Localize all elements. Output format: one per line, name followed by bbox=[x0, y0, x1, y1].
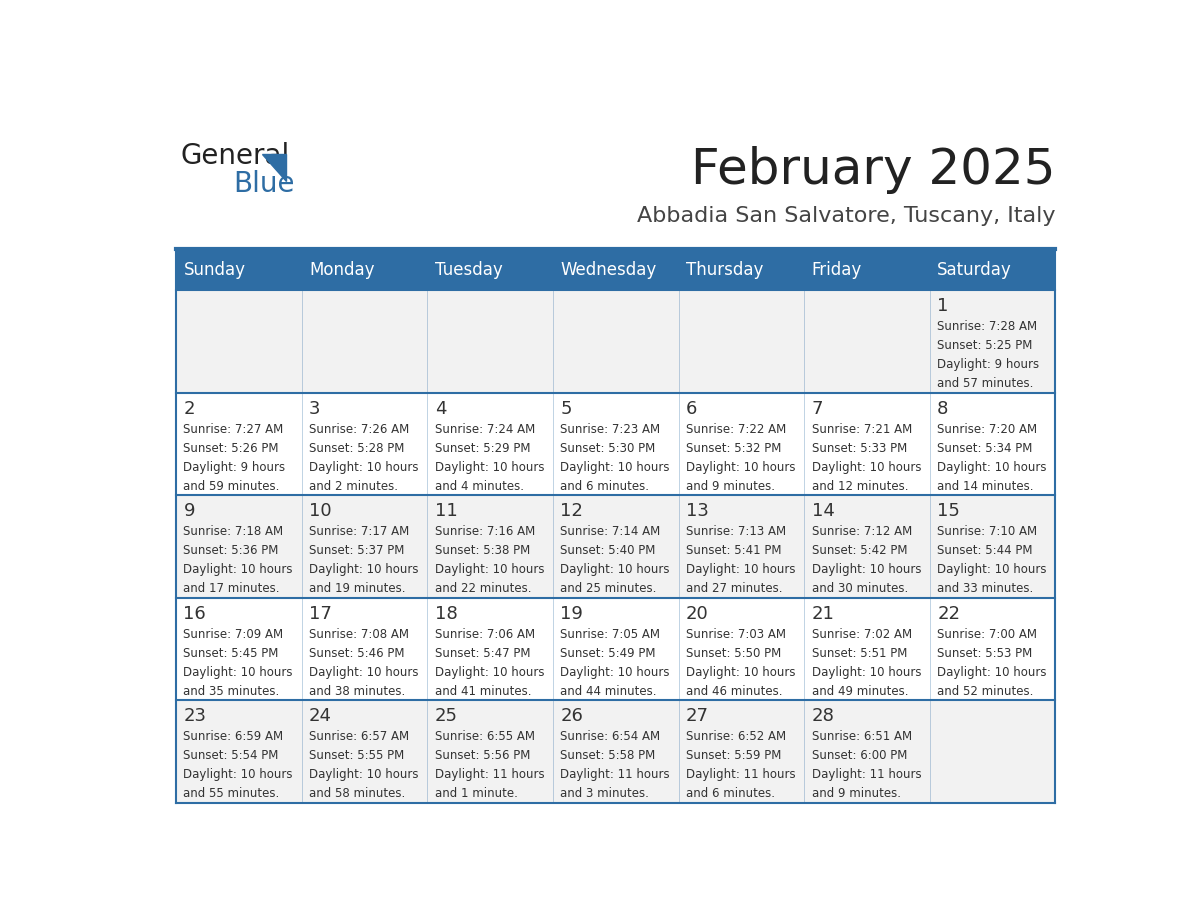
Text: Sunrise: 7:20 AM
Sunset: 5:34 PM
Daylight: 10 hours
and 14 minutes.: Sunrise: 7:20 AM Sunset: 5:34 PM Dayligh… bbox=[937, 422, 1047, 493]
Text: Sunrise: 7:17 AM
Sunset: 5:37 PM
Daylight: 10 hours
and 19 minutes.: Sunrise: 7:17 AM Sunset: 5:37 PM Dayligh… bbox=[309, 525, 418, 595]
Bar bbox=[302, 250, 428, 290]
Text: Blue: Blue bbox=[233, 170, 295, 198]
Text: 6: 6 bbox=[685, 400, 697, 418]
Bar bbox=[428, 250, 552, 290]
Text: 21: 21 bbox=[811, 605, 834, 623]
Text: Sunrise: 7:03 AM
Sunset: 5:50 PM
Daylight: 10 hours
and 46 minutes.: Sunrise: 7:03 AM Sunset: 5:50 PM Dayligh… bbox=[685, 628, 796, 698]
Text: Sunrise: 6:51 AM
Sunset: 6:00 PM
Daylight: 11 hours
and 9 minutes.: Sunrise: 6:51 AM Sunset: 6:00 PM Dayligh… bbox=[811, 730, 921, 800]
Text: 16: 16 bbox=[183, 605, 207, 623]
Text: 9: 9 bbox=[183, 502, 195, 521]
Text: 19: 19 bbox=[561, 605, 583, 623]
Text: 27: 27 bbox=[685, 708, 709, 725]
Bar bbox=[176, 700, 1055, 803]
Text: 12: 12 bbox=[561, 502, 583, 521]
Text: Sunrise: 7:26 AM
Sunset: 5:28 PM
Daylight: 10 hours
and 2 minutes.: Sunrise: 7:26 AM Sunset: 5:28 PM Dayligh… bbox=[309, 422, 418, 493]
Text: Sunrise: 6:59 AM
Sunset: 5:54 PM
Daylight: 10 hours
and 55 minutes.: Sunrise: 6:59 AM Sunset: 5:54 PM Dayligh… bbox=[183, 730, 293, 800]
Text: Sunrise: 7:12 AM
Sunset: 5:42 PM
Daylight: 10 hours
and 30 minutes.: Sunrise: 7:12 AM Sunset: 5:42 PM Dayligh… bbox=[811, 525, 921, 595]
Text: 24: 24 bbox=[309, 708, 333, 725]
Bar bbox=[552, 250, 678, 290]
Text: Sunrise: 7:13 AM
Sunset: 5:41 PM
Daylight: 10 hours
and 27 minutes.: Sunrise: 7:13 AM Sunset: 5:41 PM Dayligh… bbox=[685, 525, 796, 595]
Text: 23: 23 bbox=[183, 708, 207, 725]
Text: 5: 5 bbox=[561, 400, 571, 418]
Text: Sunrise: 7:16 AM
Sunset: 5:38 PM
Daylight: 10 hours
and 22 minutes.: Sunrise: 7:16 AM Sunset: 5:38 PM Dayligh… bbox=[435, 525, 544, 595]
Text: 2: 2 bbox=[183, 400, 195, 418]
Text: Monday: Monday bbox=[309, 261, 374, 279]
Text: 28: 28 bbox=[811, 708, 834, 725]
Text: Sunrise: 6:52 AM
Sunset: 5:59 PM
Daylight: 11 hours
and 6 minutes.: Sunrise: 6:52 AM Sunset: 5:59 PM Dayligh… bbox=[685, 730, 796, 800]
Text: 26: 26 bbox=[561, 708, 583, 725]
Bar bbox=[176, 496, 1055, 598]
Text: 22: 22 bbox=[937, 605, 960, 623]
Text: 14: 14 bbox=[811, 502, 834, 521]
Text: Sunrise: 7:14 AM
Sunset: 5:40 PM
Daylight: 10 hours
and 25 minutes.: Sunrise: 7:14 AM Sunset: 5:40 PM Dayligh… bbox=[561, 525, 670, 595]
Text: 1: 1 bbox=[937, 297, 948, 316]
Text: Sunrise: 7:09 AM
Sunset: 5:45 PM
Daylight: 10 hours
and 35 minutes.: Sunrise: 7:09 AM Sunset: 5:45 PM Dayligh… bbox=[183, 628, 293, 698]
Text: 10: 10 bbox=[309, 502, 331, 521]
Text: 20: 20 bbox=[685, 605, 709, 623]
Bar bbox=[678, 250, 804, 290]
Bar bbox=[804, 250, 930, 290]
Text: Sunrise: 7:23 AM
Sunset: 5:30 PM
Daylight: 10 hours
and 6 minutes.: Sunrise: 7:23 AM Sunset: 5:30 PM Dayligh… bbox=[561, 422, 670, 493]
Bar bbox=[176, 250, 302, 290]
Text: 7: 7 bbox=[811, 400, 823, 418]
Text: Sunrise: 6:54 AM
Sunset: 5:58 PM
Daylight: 11 hours
and 3 minutes.: Sunrise: 6:54 AM Sunset: 5:58 PM Dayligh… bbox=[561, 730, 670, 800]
Text: Abbadia San Salvatore, Tuscany, Italy: Abbadia San Salvatore, Tuscany, Italy bbox=[637, 206, 1055, 226]
Text: Sunrise: 7:02 AM
Sunset: 5:51 PM
Daylight: 10 hours
and 49 minutes.: Sunrise: 7:02 AM Sunset: 5:51 PM Dayligh… bbox=[811, 628, 921, 698]
Text: Sunrise: 7:10 AM
Sunset: 5:44 PM
Daylight: 10 hours
and 33 minutes.: Sunrise: 7:10 AM Sunset: 5:44 PM Dayligh… bbox=[937, 525, 1047, 595]
Bar bbox=[176, 393, 1055, 496]
Text: 13: 13 bbox=[685, 502, 709, 521]
Text: Sunrise: 7:18 AM
Sunset: 5:36 PM
Daylight: 10 hours
and 17 minutes.: Sunrise: 7:18 AM Sunset: 5:36 PM Dayligh… bbox=[183, 525, 293, 595]
Bar bbox=[176, 598, 1055, 700]
Text: 4: 4 bbox=[435, 400, 447, 418]
Text: Sunrise: 7:24 AM
Sunset: 5:29 PM
Daylight: 10 hours
and 4 minutes.: Sunrise: 7:24 AM Sunset: 5:29 PM Dayligh… bbox=[435, 422, 544, 493]
Text: 25: 25 bbox=[435, 708, 457, 725]
Text: Sunrise: 7:27 AM
Sunset: 5:26 PM
Daylight: 9 hours
and 59 minutes.: Sunrise: 7:27 AM Sunset: 5:26 PM Dayligh… bbox=[183, 422, 285, 493]
Text: February 2025: February 2025 bbox=[691, 145, 1055, 194]
Polygon shape bbox=[261, 154, 285, 181]
Text: 8: 8 bbox=[937, 400, 948, 418]
Text: Wednesday: Wednesday bbox=[561, 261, 657, 279]
Text: 3: 3 bbox=[309, 400, 321, 418]
Text: Sunrise: 7:05 AM
Sunset: 5:49 PM
Daylight: 10 hours
and 44 minutes.: Sunrise: 7:05 AM Sunset: 5:49 PM Dayligh… bbox=[561, 628, 670, 698]
Text: 18: 18 bbox=[435, 605, 457, 623]
Bar bbox=[176, 290, 1055, 393]
Text: 15: 15 bbox=[937, 502, 960, 521]
Bar bbox=[930, 250, 1055, 290]
Text: Tuesday: Tuesday bbox=[435, 261, 503, 279]
Text: Thursday: Thursday bbox=[685, 261, 764, 279]
Text: Friday: Friday bbox=[811, 261, 861, 279]
Text: Sunrise: 7:06 AM
Sunset: 5:47 PM
Daylight: 10 hours
and 41 minutes.: Sunrise: 7:06 AM Sunset: 5:47 PM Dayligh… bbox=[435, 628, 544, 698]
Text: Sunrise: 7:08 AM
Sunset: 5:46 PM
Daylight: 10 hours
and 38 minutes.: Sunrise: 7:08 AM Sunset: 5:46 PM Dayligh… bbox=[309, 628, 418, 698]
Text: Sunrise: 7:22 AM
Sunset: 5:32 PM
Daylight: 10 hours
and 9 minutes.: Sunrise: 7:22 AM Sunset: 5:32 PM Dayligh… bbox=[685, 422, 796, 493]
Text: 11: 11 bbox=[435, 502, 457, 521]
Text: Sunrise: 7:00 AM
Sunset: 5:53 PM
Daylight: 10 hours
and 52 minutes.: Sunrise: 7:00 AM Sunset: 5:53 PM Dayligh… bbox=[937, 628, 1047, 698]
Text: Sunrise: 6:55 AM
Sunset: 5:56 PM
Daylight: 11 hours
and 1 minute.: Sunrise: 6:55 AM Sunset: 5:56 PM Dayligh… bbox=[435, 730, 544, 800]
Text: Sunday: Sunday bbox=[183, 261, 246, 279]
Text: Sunrise: 7:28 AM
Sunset: 5:25 PM
Daylight: 9 hours
and 57 minutes.: Sunrise: 7:28 AM Sunset: 5:25 PM Dayligh… bbox=[937, 320, 1040, 390]
Text: Sunrise: 7:21 AM
Sunset: 5:33 PM
Daylight: 10 hours
and 12 minutes.: Sunrise: 7:21 AM Sunset: 5:33 PM Dayligh… bbox=[811, 422, 921, 493]
Text: Sunrise: 6:57 AM
Sunset: 5:55 PM
Daylight: 10 hours
and 58 minutes.: Sunrise: 6:57 AM Sunset: 5:55 PM Dayligh… bbox=[309, 730, 418, 800]
Text: General: General bbox=[181, 142, 290, 170]
Text: Saturday: Saturday bbox=[937, 261, 1012, 279]
Text: 17: 17 bbox=[309, 605, 331, 623]
